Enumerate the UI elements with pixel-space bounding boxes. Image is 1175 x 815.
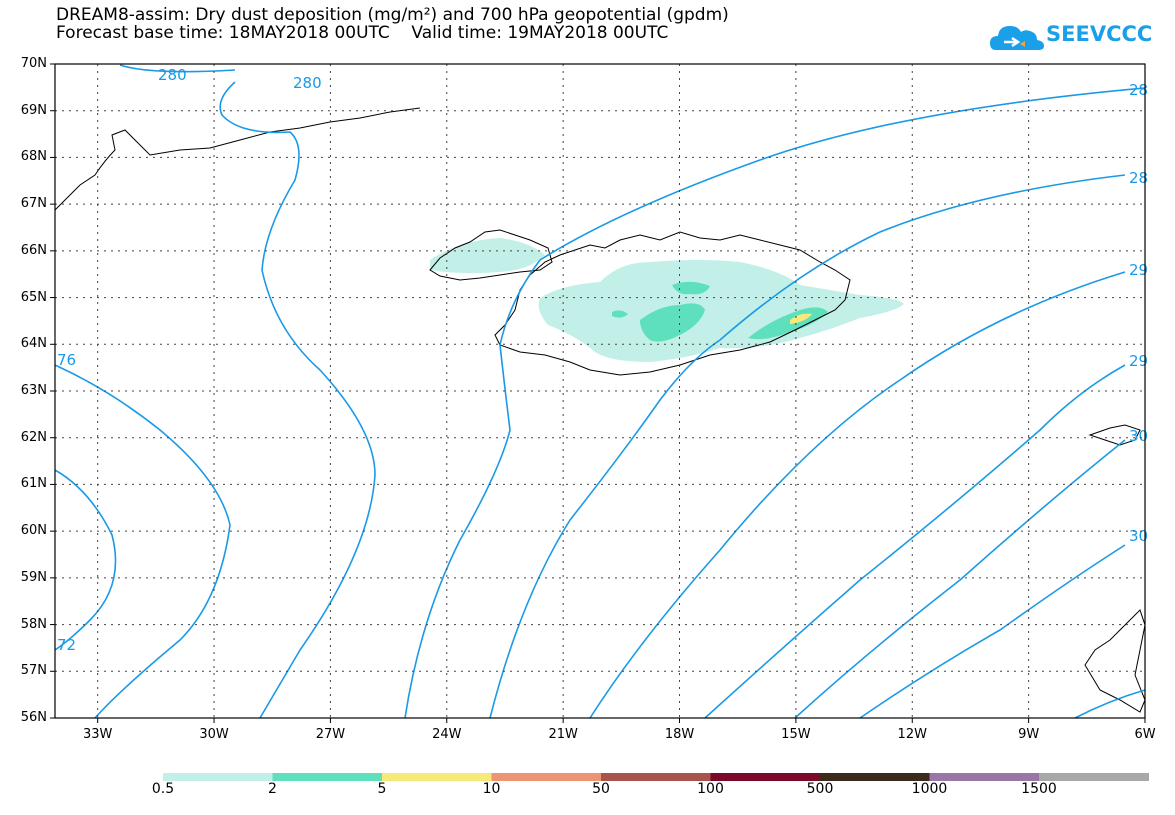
legend-label: 500: [806, 781, 834, 797]
lat-label: 58N: [20, 616, 47, 632]
graticule: [55, 64, 1145, 718]
lat-label: 62N: [20, 429, 47, 445]
lat-label: 66N: [20, 242, 47, 258]
lon-label: 18W: [664, 727, 695, 742]
contour-label: 29: [1129, 352, 1148, 370]
lat-label: 60N: [20, 523, 47, 539]
contour-label: 29: [1129, 261, 1148, 279]
lon-label: 15W: [781, 727, 811, 742]
map-title: DREAM8-assim: Dry dust deposition (mg/m²…: [56, 5, 729, 25]
lat-label: 70N: [20, 56, 47, 71]
lon-label: 33W: [82, 727, 113, 742]
map-frame: [54, 63, 1146, 719]
lon-label: 24W: [432, 727, 462, 742]
contour-label: 28: [1129, 81, 1148, 99]
geopotential-contours: [54, 64, 1146, 719]
contour-label: 280: [293, 74, 322, 92]
lon-label: 6W: [1134, 727, 1156, 742]
logo-text: SEEVCCC: [1046, 22, 1153, 46]
legend-label: 10: [482, 781, 501, 797]
legend-label: 1500: [1021, 781, 1057, 797]
lat-label: 64N: [20, 336, 47, 352]
contour-label: 280: [158, 66, 187, 84]
lat-label: 57N: [20, 663, 47, 679]
contour-label: 72: [57, 636, 76, 654]
contour-label: 30: [1129, 427, 1148, 445]
lat-label: 59N: [20, 569, 47, 585]
cloud-icon: [990, 26, 1044, 50]
axis-ticks: [50, 63, 1146, 723]
contour-label: 76: [57, 351, 76, 369]
legend-label: 50: [592, 781, 610, 797]
legend-label: 1000: [911, 781, 948, 797]
lon-label: 9W: [1018, 727, 1040, 742]
lat-label: 65N: [20, 289, 47, 305]
contour-label: 28: [1129, 169, 1148, 187]
legend-label: 100: [697, 781, 724, 797]
lon-label: 21W: [548, 727, 578, 742]
legend-label: 0.5: [151, 781, 175, 797]
lat-label: 63N: [20, 383, 47, 398]
lat-label: 61N: [20, 476, 47, 492]
lat-label: 69N: [20, 102, 47, 118]
legend-label: 2: [268, 781, 277, 797]
lat-label: 67N: [20, 196, 47, 212]
lat-label: 68N: [20, 149, 47, 165]
legend-label: 5: [377, 781, 387, 797]
lat-label: 56N: [20, 710, 47, 725]
lon-label: 12W: [897, 727, 927, 742]
map-subtitle: Forecast base time: 18MAY2018 00UTC Vali…: [56, 23, 669, 43]
coastlines: [54, 107, 1146, 713]
lon-label: 30W: [199, 727, 229, 742]
lon-label: 27W: [315, 727, 346, 742]
